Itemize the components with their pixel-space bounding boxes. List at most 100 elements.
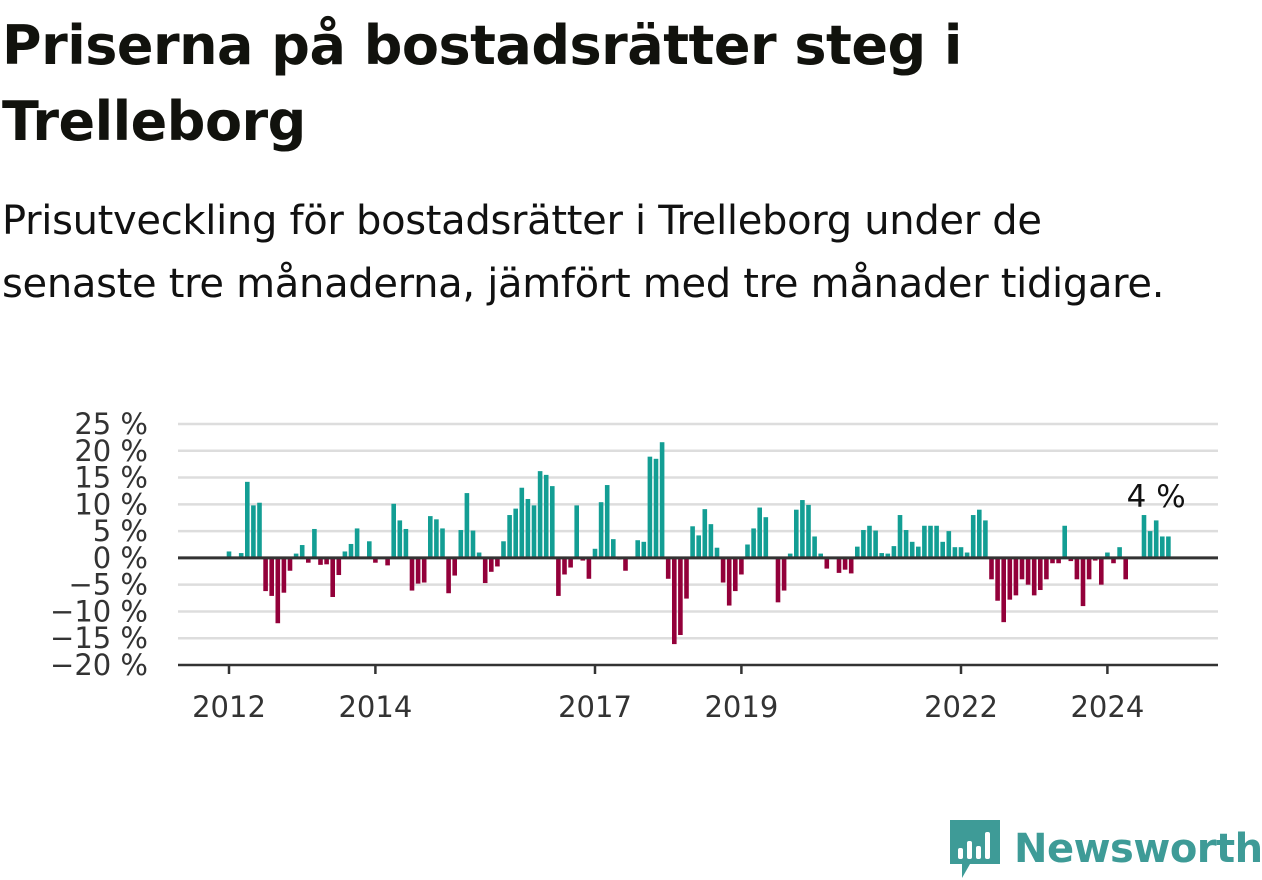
bar — [653, 458, 659, 558]
bar — [281, 557, 287, 593]
bar — [342, 551, 348, 558]
bar — [1013, 557, 1019, 596]
bar — [885, 553, 891, 558]
bar — [964, 552, 970, 558]
bar — [519, 487, 525, 558]
bar — [336, 557, 342, 576]
bar — [495, 557, 500, 567]
bar — [318, 557, 323, 565]
bar — [708, 524, 714, 558]
bar — [983, 520, 988, 558]
bar — [1001, 557, 1006, 623]
bar — [922, 525, 927, 558]
bar — [354, 528, 360, 558]
bar — [446, 557, 451, 594]
bar — [275, 557, 281, 624]
bar — [269, 557, 274, 596]
bar — [611, 539, 616, 558]
chart-title: Priserna på bostadsrätter steg i Trelleb… — [2, 14, 962, 153]
bar — [781, 557, 787, 591]
y-tick-label: −5 % — [68, 568, 148, 602]
bar — [1025, 557, 1031, 585]
annotation: 4 % — [1127, 479, 1186, 515]
bar — [367, 541, 372, 558]
bar — [1038, 557, 1043, 591]
bar — [842, 557, 848, 570]
bar — [403, 528, 409, 558]
bar — [293, 553, 299, 558]
y-tick-label: −10 % — [50, 594, 148, 628]
x-axis-ticks: 2012 2014 2017 2019 2022 2024 — [192, 665, 1144, 724]
bar — [507, 515, 512, 558]
bar — [855, 546, 860, 558]
bar — [385, 557, 390, 566]
bar — [531, 505, 537, 558]
newsworthy-wordmark: Newsworthy — [1014, 826, 1262, 872]
bar — [958, 547, 964, 558]
bar — [251, 505, 256, 558]
bar — [1123, 557, 1128, 580]
bar — [306, 557, 311, 563]
bar — [940, 541, 945, 558]
bar — [348, 543, 354, 558]
bar — [543, 474, 549, 558]
bar — [665, 557, 671, 579]
bar — [1099, 557, 1104, 585]
bar — [1166, 536, 1171, 558]
bar — [452, 557, 457, 576]
y-tick-label: 25 % — [74, 407, 148, 441]
bar — [635, 540, 640, 558]
bar — [592, 548, 598, 558]
bar — [470, 530, 476, 558]
bar — [299, 545, 305, 558]
bar — [672, 557, 677, 645]
bar — [440, 528, 445, 558]
annotation-label: 4 % — [1127, 479, 1186, 515]
bar — [568, 557, 573, 568]
bar — [598, 502, 604, 558]
y-tick-label: −20 % — [50, 648, 148, 682]
bar — [428, 516, 433, 558]
bar — [415, 557, 421, 584]
x-tick-label: 2022 — [924, 690, 998, 724]
bar — [482, 557, 488, 584]
bar — [989, 557, 994, 580]
bar — [476, 552, 482, 558]
bar — [330, 557, 335, 597]
bar — [1056, 557, 1061, 564]
bar — [812, 536, 817, 558]
bar — [434, 519, 439, 558]
bar — [574, 505, 579, 558]
chart-subtitle: Prisutveckling för bostadsrätter i Trell… — [2, 198, 1165, 307]
bar — [861, 530, 866, 558]
bar — [928, 525, 933, 558]
bar — [659, 442, 665, 558]
bar — [1080, 557, 1086, 607]
bar — [525, 498, 531, 558]
bar — [733, 557, 738, 592]
bar — [1074, 557, 1080, 580]
bar — [867, 525, 872, 558]
bar — [909, 541, 915, 558]
bar — [1031, 557, 1037, 596]
bar — [458, 530, 464, 558]
bar — [952, 547, 958, 558]
bar — [1007, 557, 1013, 600]
bar — [409, 557, 415, 591]
bar — [751, 528, 756, 558]
y-tick-label: 20 % — [74, 434, 148, 468]
bar — [775, 557, 781, 603]
bar — [1141, 515, 1147, 558]
bar — [757, 507, 762, 558]
bar — [1105, 552, 1110, 558]
bar — [464, 493, 470, 558]
bar — [970, 515, 976, 558]
bar — [1160, 536, 1165, 558]
newsworthy-logo: Newsworthy — [950, 818, 1262, 880]
bar — [1068, 557, 1074, 562]
bar — [421, 557, 427, 583]
bar — [690, 526, 695, 558]
bar — [324, 557, 329, 565]
bar — [714, 547, 720, 558]
grid-lines — [178, 422, 1218, 640]
